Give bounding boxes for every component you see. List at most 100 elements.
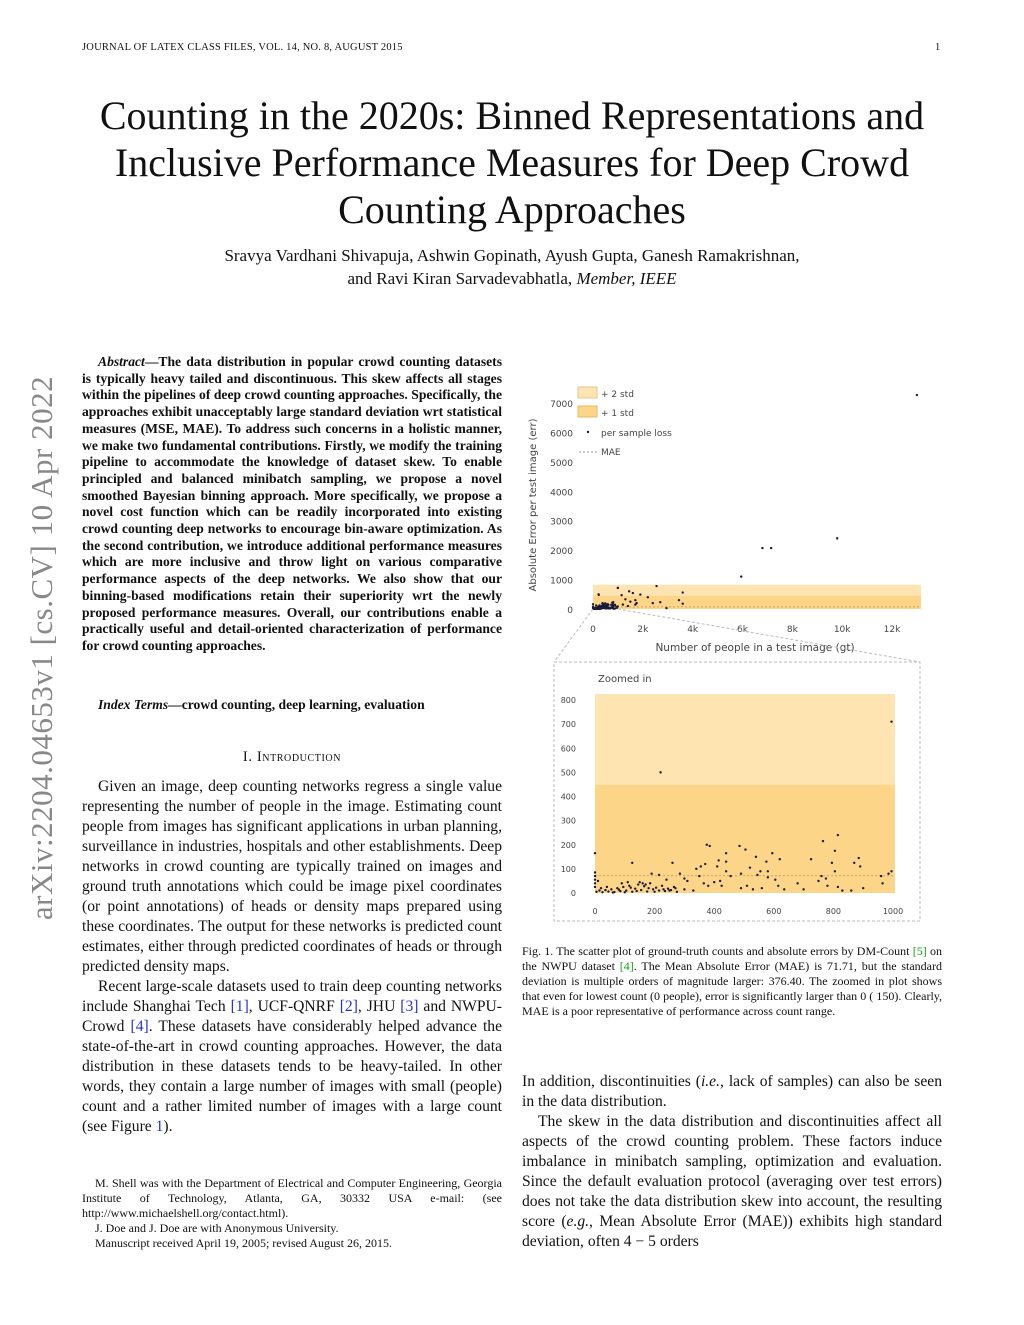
text: , Mean Absolute Error (MAE)) exhibits hi… [522,1213,942,1250]
data-point [650,872,653,875]
figure-caption: Fig. 1. The scatter plot of ground-truth… [522,944,942,1019]
figure-link[interactable]: 1 [155,1118,164,1135]
index-terms-text: —crowd counting, deep learning, evaluati… [168,697,425,712]
data-point [761,546,764,550]
data-point [634,603,637,606]
data-point [724,870,728,873]
data-point [756,873,759,877]
data-point [841,889,844,892]
data-point [748,866,752,869]
data-point [609,603,613,606]
data-point [704,862,707,866]
x-tick-label: 8k [787,625,799,635]
y-tick-label: 6000 [550,429,573,439]
data-point [760,886,764,890]
y-tick-label: 400 [561,793,576,802]
data-point [817,879,820,883]
text: In addition, discontinuities ( [522,1073,701,1090]
citation-link[interactable]: [4] [619,959,634,973]
data-point [616,605,619,608]
running-header: JOURNAL OF LATEX CLASS FILES, VOL. 14, N… [82,42,403,53]
data-point [724,860,728,863]
data-point [833,870,837,873]
data-point [595,890,598,893]
data-point [607,890,610,893]
data-point [611,891,615,894]
x-tick-label: 12k [884,625,901,635]
data-point [611,605,615,608]
data-point [715,865,719,868]
data-point [657,889,661,892]
data-point [718,879,722,883]
citation-link[interactable]: [2] [339,998,358,1015]
data-point [836,833,840,837]
data-point [646,596,650,599]
legend-label: + 2 std [601,390,634,400]
data-point [759,870,762,873]
section-heading: I. Introduction [82,749,502,766]
x-tick-label: 4k [687,625,699,635]
data-point [593,871,597,874]
data-point [625,889,628,892]
text: ). [163,1118,173,1135]
introduction-body: Given an image, deep counting networks r… [82,777,502,1137]
text: . The Mean Absolute Error (MAE) is 71.71… [522,959,942,1018]
data-point [783,888,786,891]
x-tick-label: 200 [647,907,662,916]
zoom-frame [553,661,921,922]
data-point [766,870,770,873]
x-tick-label: 800 [826,907,841,916]
zoomed-title: Zoomed in [598,674,652,685]
data-point [628,884,631,887]
citation-link[interactable]: [4] [130,1018,149,1035]
data-point [686,879,689,883]
data-point [638,880,641,884]
data-point [890,720,893,723]
x-tick-label: 600 [766,907,781,916]
data-point [683,888,686,891]
data-point [593,878,597,881]
data-point [681,602,684,605]
data-point [619,889,622,893]
data-point [593,885,597,889]
y-tick-label: 3000 [550,518,573,528]
data-point [596,606,599,610]
data-point [833,849,837,852]
text: i.e. [700,1073,721,1090]
band-1-std [595,784,895,893]
data-point [620,882,624,885]
citation-link[interactable]: [5] [912,944,927,958]
text: Fig. 1. The scatter plot of ground-truth… [522,944,913,958]
data-point [835,537,839,540]
intro-paragraph-1: Given an image, deep counting networks r… [82,778,502,975]
data-point [611,602,615,605]
data-point [707,884,710,887]
right-column-body: In addition, discontinuities (i.e., lack… [522,1072,942,1252]
arxiv-stamp: arXiv:2204.04653v1 [cs.CV] 10 Apr 2022 [24,375,59,921]
data-point [857,856,860,860]
data-point [659,601,662,604]
data-point [591,603,595,606]
authors: Sravya Vardhani Shivapuja, Ashwin Gopina… [100,244,924,290]
data-point [826,884,829,887]
footnote: M. Shell was with the Department of Elec… [82,1176,502,1220]
band-1-std [593,595,921,609]
authors-line1: Sravya Vardhani Shivapuja, Ashwin Gopina… [224,246,800,265]
citation-link[interactable]: [3] [400,998,419,1015]
y-tick-label: 7000 [550,400,573,410]
data-point [915,393,919,397]
data-point [824,877,828,880]
data-point [738,844,741,848]
index-terms: Index Terms—crowd counting, deep learnin… [82,697,502,713]
citation-link[interactable]: [1] [230,998,249,1015]
data-point [881,882,884,885]
legend-label: MAE [601,448,621,458]
data-point [645,890,649,893]
data-point [623,891,626,894]
data-point [766,876,770,879]
index-terms-label: Index Terms [98,697,169,712]
data-point [651,888,655,891]
data-point [705,843,708,846]
data-point [629,600,632,603]
x-tick-label: 0 [590,625,596,635]
